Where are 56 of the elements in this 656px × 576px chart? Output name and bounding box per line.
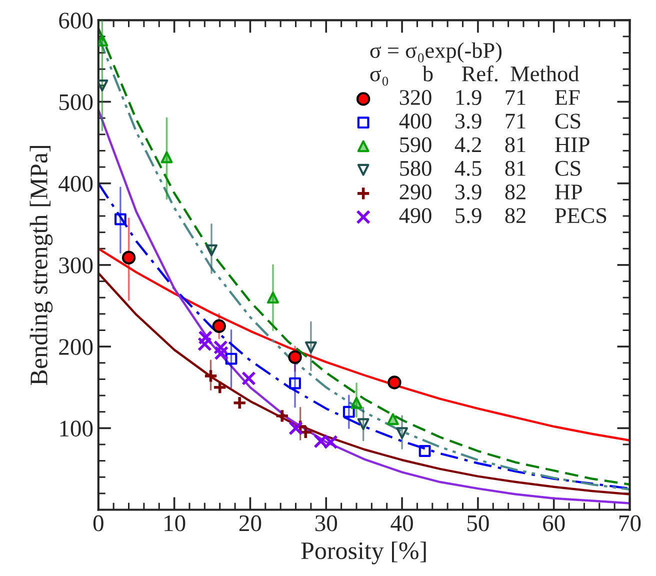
point [288, 350, 302, 364]
legend-label: 490 5.9 82 PECS [399, 208, 606, 224]
y-tick-label: 200 [59, 339, 93, 355]
y-tick-label: 500 [59, 94, 93, 110]
point [98, 34, 108, 47]
point [198, 330, 213, 345]
point [267, 292, 279, 304]
x-axis-title: Porosity [%] [301, 542, 426, 564]
point [388, 376, 402, 390]
point [242, 371, 256, 386]
legend-label: 580 4.5 81 CS [400, 160, 580, 176]
y-tick-label: 100 [60, 420, 93, 437]
x-tick-label: 20 [239, 515, 262, 532]
point [418, 445, 431, 457]
legend-label: 290 3.9 82 HP [400, 184, 582, 200]
y-tick-label: 400 [58, 176, 93, 192]
line-series [98, 248, 630, 442]
point [122, 250, 136, 264]
y-tick-label: 300 [59, 257, 93, 274]
point [396, 427, 408, 440]
point [212, 380, 228, 395]
point [160, 151, 173, 164]
x-tick-label: 50 [468, 515, 489, 532]
point [114, 213, 126, 226]
point [214, 346, 229, 360]
y-tick-label: 600 [59, 12, 93, 29]
line-series [98, 108, 630, 504]
point [204, 368, 218, 384]
x-tick-label: 30 [315, 515, 338, 532]
point [213, 340, 228, 355]
point [206, 244, 218, 256]
point [386, 413, 399, 426]
x-tick-label: 70 [620, 515, 641, 532]
point [288, 420, 303, 436]
line-series [98, 272, 630, 496]
point [342, 406, 355, 418]
line-series [98, 182, 630, 490]
point [98, 79, 108, 92]
point [274, 408, 290, 424]
legend-label: 590 4.2 81 HIP [400, 137, 590, 152]
point [304, 341, 317, 354]
y-axis-title: Bending strength [MPa] [30, 146, 53, 386]
point [197, 336, 212, 352]
point [225, 352, 238, 365]
point [232, 396, 247, 410]
legend-label: 320 1.9 71 EF [400, 90, 580, 106]
x-tick-label: 40 [390, 515, 413, 532]
x-tick-label: 60 [543, 515, 565, 532]
point [357, 418, 370, 430]
point [289, 377, 301, 390]
x-tick-label: 0 [93, 515, 104, 532]
legend-label: 400 3.9 71 CS [399, 114, 580, 129]
legend-title: σ = σ₀exp(-bP) σ₀ b Ref. Method [370, 42, 579, 86]
x-tick-label: 10 [164, 515, 186, 532]
point [350, 396, 362, 409]
point [212, 319, 226, 334]
